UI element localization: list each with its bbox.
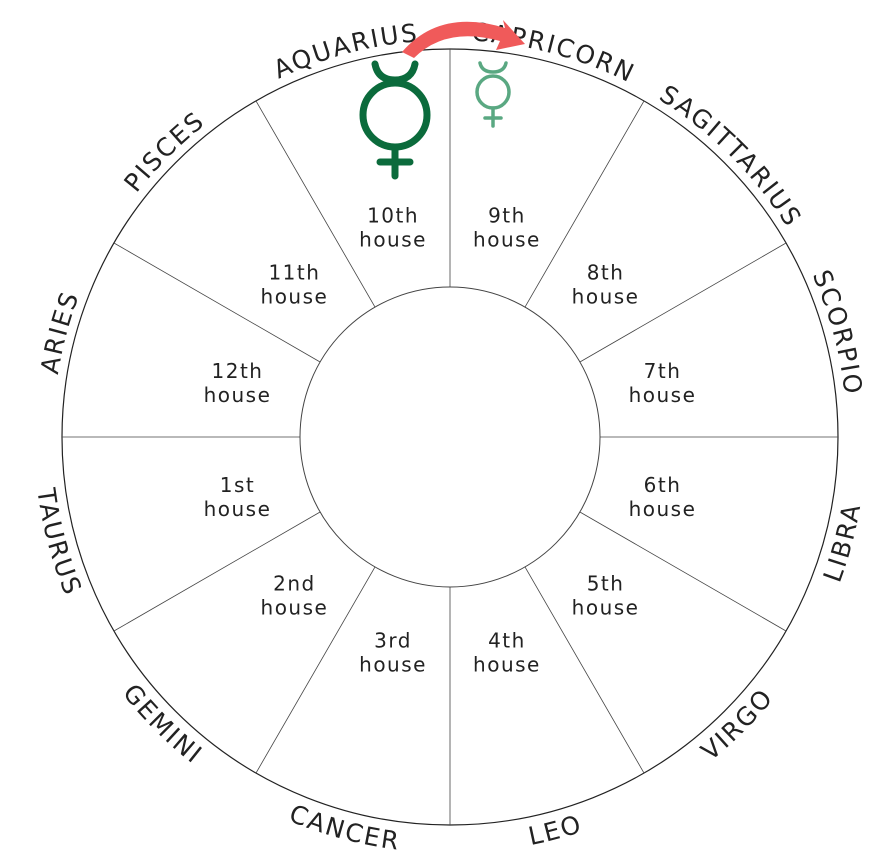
house-word: house	[473, 227, 541, 251]
house-word: house	[204, 497, 272, 521]
house-word: house	[629, 383, 697, 407]
house-number: 9th	[488, 203, 526, 227]
sign-label: ARIES	[35, 287, 85, 376]
house-word: house	[473, 653, 541, 677]
house-number: 5th	[587, 572, 625, 596]
house-label: 11th house	[261, 260, 329, 308]
house-number: 12th	[212, 359, 264, 383]
house-number: 7th	[644, 359, 682, 383]
sign-label: VIRGO	[696, 683, 780, 767]
house-label: 9th house	[473, 203, 541, 251]
divider	[524, 100, 645, 308]
divider	[255, 566, 376, 774]
sign-label: PISCES	[118, 105, 210, 197]
house-word: house	[572, 596, 640, 620]
sign-name: GEMINI	[117, 678, 206, 769]
house-label: 6th house	[629, 473, 697, 521]
house-word: house	[629, 497, 697, 521]
mercury-symbol-light	[475, 61, 511, 128]
house-label: 4th house	[473, 629, 541, 677]
sign-name: AQUARIUS	[269, 18, 418, 84]
house-word: house	[359, 227, 427, 251]
house-label: 7th house	[629, 359, 697, 407]
inner-circle	[299, 286, 601, 588]
house-number: 3rd	[374, 629, 412, 653]
house-number: 6th	[644, 473, 682, 497]
house-word: house	[261, 596, 329, 620]
house-number: 4th	[488, 629, 526, 653]
divider	[255, 100, 376, 308]
sign-label: SAGITTARIUS	[655, 79, 808, 232]
sign-name: LIBRA	[818, 500, 865, 585]
house-label: 1st house	[204, 473, 272, 521]
divider	[579, 242, 787, 363]
house-dividers	[62, 49, 838, 825]
sign-name: PISCES	[118, 105, 208, 197]
house-label: 10th house	[359, 203, 427, 251]
house-number: 10th	[367, 203, 419, 227]
mercury-symbol-dark	[359, 60, 431, 180]
house-word: house	[572, 284, 640, 308]
move-arrow	[402, 20, 525, 58]
sign-label: AQUARIUS	[269, 18, 420, 84]
divider	[579, 511, 787, 632]
house-word: house	[261, 284, 329, 308]
house-label: 8th house	[572, 260, 640, 308]
house-label: 5th house	[572, 572, 640, 620]
sign-name: SCORPIO	[807, 266, 866, 397]
house-label: 3rd house	[359, 629, 427, 677]
divider	[524, 566, 645, 774]
sign-label: GEMINI	[117, 678, 208, 769]
house-number: 1st	[220, 473, 256, 497]
sign-name: ARIES	[35, 287, 83, 376]
sign-label: LIBRA	[818, 500, 867, 585]
sign-label: CANCER	[285, 799, 402, 856]
sign-name: VIRGO	[696, 683, 778, 767]
sign-name: CANCER	[285, 799, 400, 856]
sign-label: SCORPIO	[807, 266, 868, 397]
house-word: house	[204, 383, 272, 407]
sign-name: SAGITTARIUS	[655, 79, 806, 232]
house-number: 2nd	[273, 572, 316, 596]
divider	[113, 242, 321, 363]
house-label: 2nd house	[261, 572, 329, 620]
sign-name: TAURUS	[31, 485, 85, 600]
house-number: 8th	[587, 260, 625, 284]
house-label: 12th house	[204, 359, 272, 407]
sign-label: TAURUS	[31, 485, 87, 600]
house-number: 11th	[268, 260, 320, 284]
divider	[113, 511, 321, 632]
house-word: house	[359, 653, 427, 677]
